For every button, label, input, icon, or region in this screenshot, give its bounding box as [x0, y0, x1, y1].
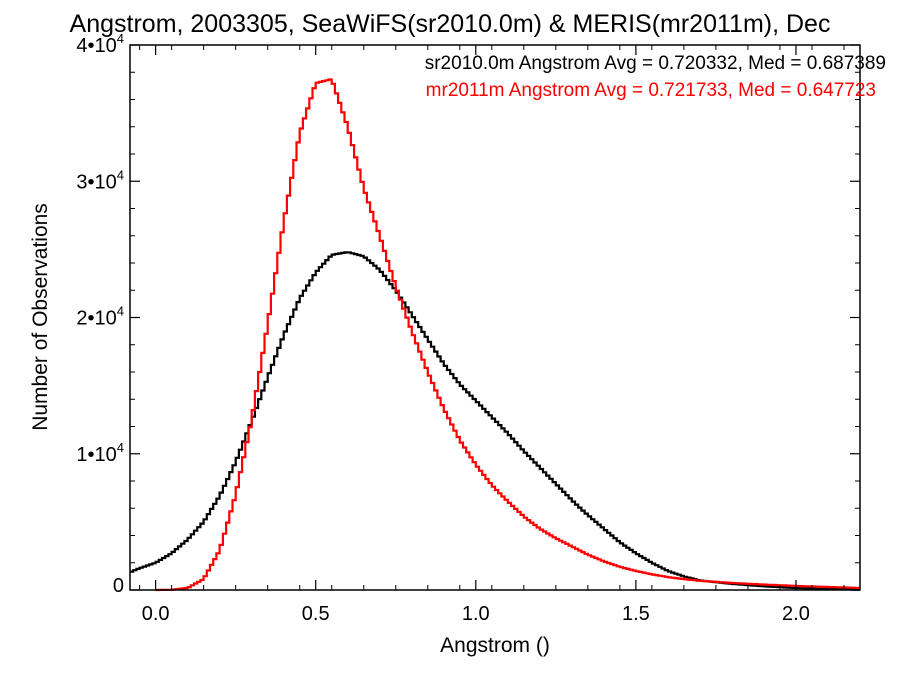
y-axis-label: Number of Observations	[29, 203, 52, 431]
chart-title: Angstrom, 2003305, SeaWiFS(sr2010.0m) & …	[70, 10, 831, 38]
x-tick-label: 0.5	[302, 603, 330, 625]
x-tick-label: 0.0	[142, 603, 170, 625]
plot-frame	[129, 44, 861, 591]
x-tick-labels: 0.0 0.5 1.0 1.5 2.0	[142, 603, 810, 625]
y-tick-label: 4•104	[76, 31, 124, 57]
x-tick-label: 2.0	[782, 603, 810, 625]
legend-entry-sr2010: sr2010.0m Angstrom Avg = 0.720332, Med =…	[425, 53, 886, 74]
legend: sr2010.0m Angstrom Avg = 0.720332, Med =…	[425, 53, 886, 101]
x-tick-label: 1.5	[622, 603, 650, 625]
y-tick-labels: 0 1•104 2•104 3•104 4•104	[76, 31, 124, 597]
legend-entry-mr2011: mr2011m Angstrom Avg = 0.721733, Med = 0…	[426, 80, 876, 101]
y-tick-label: 0	[113, 575, 124, 597]
y-tick-label: 3•104	[76, 167, 124, 193]
y-tick-label: 1•104	[76, 440, 124, 466]
axis-ticks	[130, 44, 860, 591]
y-tick-label: 2•104	[76, 304, 124, 330]
x-axis-label: Angstrom ()	[440, 634, 550, 657]
series-line-0	[130, 251, 860, 591]
x-tick-label: 1.0	[462, 603, 490, 625]
series-layer	[130, 78, 860, 592]
series-line-1	[155, 78, 860, 592]
